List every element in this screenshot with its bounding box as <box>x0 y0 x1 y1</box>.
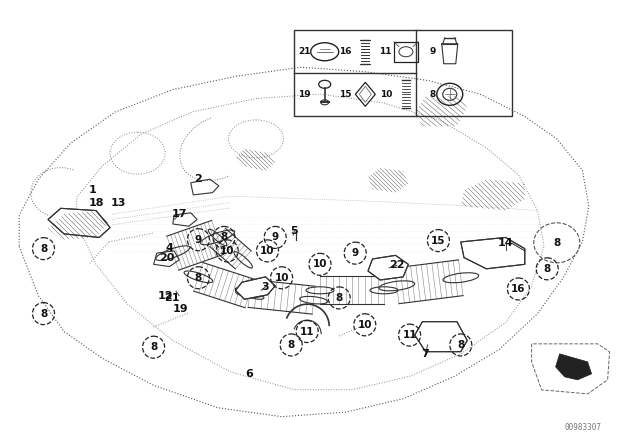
Text: 14: 14 <box>498 238 513 248</box>
Text: 18: 18 <box>88 198 104 208</box>
Text: 8: 8 <box>429 90 436 99</box>
Text: 19: 19 <box>173 304 188 314</box>
Text: 8: 8 <box>150 342 157 352</box>
Text: 8: 8 <box>40 244 47 254</box>
Text: 4: 4 <box>166 243 173 253</box>
Text: 11: 11 <box>403 330 417 340</box>
Text: 10: 10 <box>220 246 234 256</box>
Text: 17: 17 <box>172 209 187 219</box>
Text: 22: 22 <box>389 260 404 270</box>
Text: 8: 8 <box>335 293 343 303</box>
Text: 8: 8 <box>220 233 228 242</box>
Text: 8: 8 <box>40 309 47 319</box>
Polygon shape <box>461 237 525 269</box>
Text: 8: 8 <box>553 238 561 248</box>
Polygon shape <box>415 322 467 352</box>
Text: 11: 11 <box>380 47 392 56</box>
Text: 16: 16 <box>511 284 525 294</box>
Text: 8: 8 <box>287 340 295 350</box>
Text: 10: 10 <box>358 320 372 330</box>
Polygon shape <box>368 255 408 280</box>
Text: 10: 10 <box>275 273 289 283</box>
Text: 12: 12 <box>157 291 173 301</box>
Bar <box>294 30 512 116</box>
Text: 15: 15 <box>431 236 445 246</box>
Bar <box>394 42 418 62</box>
Text: 9: 9 <box>195 235 202 245</box>
Text: 16: 16 <box>339 47 351 56</box>
Text: 15: 15 <box>339 90 351 99</box>
Text: 8: 8 <box>195 273 202 283</box>
Text: 21: 21 <box>164 293 179 303</box>
Text: 6: 6 <box>246 369 253 379</box>
Text: 9: 9 <box>351 248 359 258</box>
Text: 21: 21 <box>298 47 310 56</box>
Text: 9: 9 <box>271 233 279 242</box>
Text: 19: 19 <box>298 90 310 99</box>
Text: 3: 3 <box>262 282 269 292</box>
Text: 13: 13 <box>111 198 126 208</box>
Text: 10: 10 <box>260 246 275 256</box>
Text: 11: 11 <box>300 327 314 336</box>
Polygon shape <box>236 277 275 299</box>
Polygon shape <box>48 208 110 237</box>
Text: 2: 2 <box>195 174 202 184</box>
Text: 1: 1 <box>89 185 97 195</box>
Text: 5: 5 <box>291 226 298 236</box>
Text: 8: 8 <box>457 340 465 350</box>
Text: 8: 8 <box>543 264 551 274</box>
Text: 7: 7 <box>422 349 429 359</box>
Text: 00983307: 00983307 <box>564 423 602 432</box>
Text: 9: 9 <box>429 47 436 56</box>
Text: 10: 10 <box>313 259 327 269</box>
Text: 10: 10 <box>380 90 392 99</box>
Polygon shape <box>556 354 591 380</box>
Text: 20: 20 <box>159 254 174 263</box>
